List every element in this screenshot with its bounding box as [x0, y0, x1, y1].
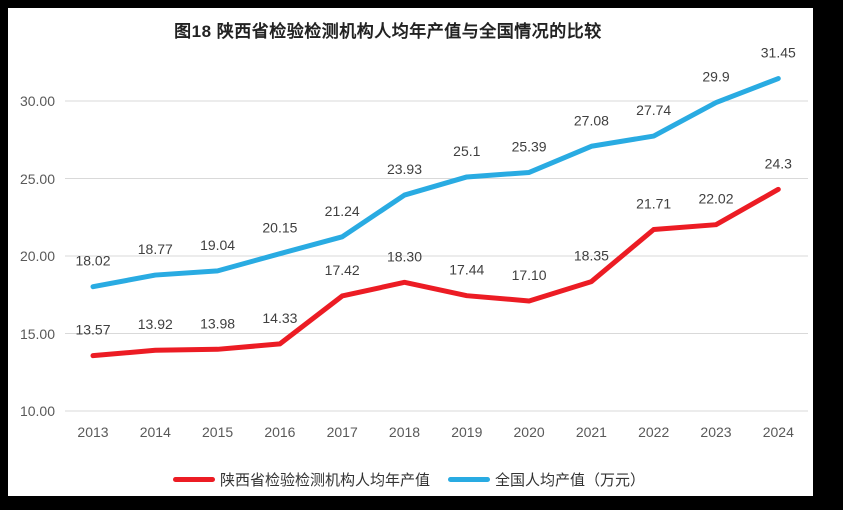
legend-label: 陕西省检验检测机构人均年产值	[220, 472, 431, 489]
x-tick-label: 2018	[388, 424, 421, 440]
data-label: 25.1	[453, 143, 480, 159]
data-label: 23.93	[387, 161, 422, 177]
data-label: 14.33	[262, 310, 297, 326]
x-tick-label: 2016	[264, 424, 296, 440]
y-tick-label: 10.00	[19, 403, 55, 419]
y-tick-label: 15.00	[19, 325, 55, 342]
legend: 陕西省检验检测机构人均年产值 全国人均产值（万元）	[173, 469, 645, 490]
data-label: 17.10	[512, 267, 547, 283]
x-tick-label: 2022	[638, 424, 670, 440]
legend-swatch	[448, 477, 491, 482]
data-label: 13.57	[75, 322, 110, 338]
chart-title: 图18 陕西省检验检测机构人均年产值与全国情况的比较	[174, 22, 602, 41]
data-label: 17.42	[325, 262, 360, 278]
x-tick-label: 2021	[575, 424, 607, 440]
x-tick-label: 2020	[513, 424, 545, 440]
data-label: 19.04	[200, 237, 235, 253]
data-label: 21.24	[325, 203, 360, 219]
data-label: 24.3	[765, 155, 792, 171]
legend-item-1: 全国人均产值（万元）	[448, 469, 645, 490]
legend-item-0: 陕西省检验检测机构人均年产值	[173, 469, 430, 490]
line-chart-svg: 13.57 13.92 13.98 14.33 17.42 18.30 17.44 17.10…	[65, 45, 808, 412]
data-label: 18.02	[75, 253, 110, 269]
data-label: 13.92	[138, 316, 173, 332]
x-tick-label: 2023	[700, 424, 732, 440]
legend-swatch	[173, 477, 215, 482]
data-label: 20.15	[262, 220, 297, 236]
legend-label: 全国人均产值（万元）	[495, 472, 646, 489]
y-tick-label: 20.00	[19, 248, 55, 264]
data-label: 18.30	[387, 248, 422, 264]
data-label: 13.98	[200, 315, 235, 331]
y-tick-label: 25.00	[19, 170, 55, 187]
data-label: 31.45	[761, 45, 796, 61]
x-tick-label: 2024	[762, 424, 794, 440]
x-tick-label: 2019	[451, 424, 483, 440]
x-tick-label: 2014	[139, 424, 171, 440]
data-label: 18.77	[138, 241, 173, 257]
data-label: 17.44	[449, 262, 484, 278]
y-tick-label: 30.00	[19, 93, 55, 109]
x-tick-label: 2017	[326, 424, 358, 440]
chart-panel: 图18 陕西省检验检测机构人均年产值与全国情况的比较 13.57 13.92 13.…	[8, 8, 813, 496]
series-line-1	[90, 76, 781, 290]
x-tick-label: 2015	[202, 424, 234, 440]
data-label: 27.08	[574, 112, 609, 128]
data-label: 18.35	[574, 248, 609, 264]
data-label: 27.74	[636, 102, 671, 118]
series-line-0	[90, 186, 781, 359]
data-label: 22.02	[698, 191, 733, 207]
data-label: 29.9	[702, 69, 729, 85]
data-label: 25.39	[512, 138, 547, 154]
x-tick-label: 2013	[77, 424, 109, 440]
data-label: 21.71	[636, 195, 671, 211]
